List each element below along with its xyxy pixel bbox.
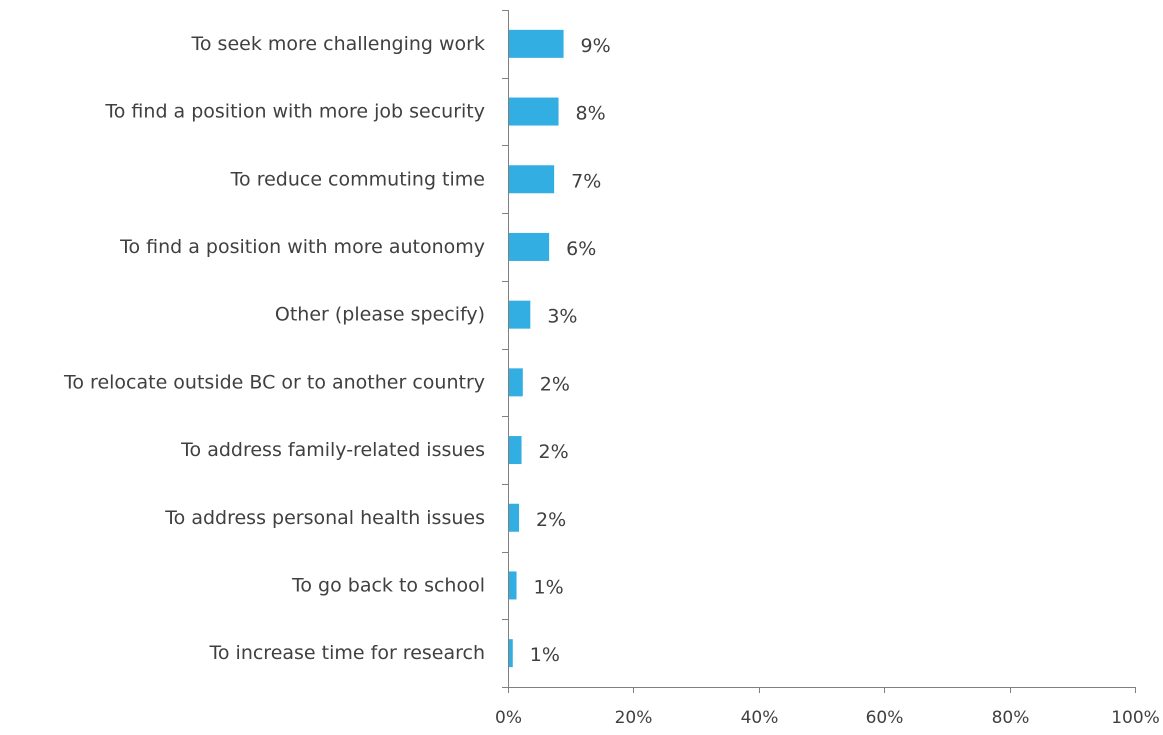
data-label: 1% — [530, 644, 560, 666]
x-tick-label: 80% — [992, 708, 1030, 728]
data-label: 2% — [539, 441, 569, 463]
bar — [509, 232, 550, 261]
data-label: 9% — [581, 35, 611, 57]
bar — [509, 165, 555, 194]
bar — [509, 368, 523, 397]
category-label: Other (please specify) — [275, 304, 485, 326]
x-tick-label: 20% — [615, 708, 653, 728]
bar — [509, 97, 559, 126]
x-tick-label: 60% — [866, 708, 904, 728]
bar — [509, 503, 520, 532]
x-tick-label: 0% — [495, 708, 522, 728]
labels-layer: To seek more challenging work 9% To find a… — [63, 33, 1160, 728]
bar — [509, 571, 517, 600]
category-label: To go back to school — [291, 574, 485, 596]
bar — [509, 300, 531, 329]
category-label: To address personal health issues — [164, 507, 485, 529]
category-label: To reduce commuting time — [230, 168, 485, 190]
data-label: 1% — [534, 576, 564, 598]
data-label: 2% — [536, 509, 566, 531]
category-label: To address family-related issues — [180, 439, 485, 461]
data-label: 2% — [540, 373, 570, 395]
x-tick-label: 40% — [741, 708, 779, 728]
data-label: 6% — [566, 238, 596, 260]
bar — [509, 436, 522, 465]
data-label: 8% — [576, 103, 606, 125]
bar — [509, 29, 564, 58]
category-label: To find a position with more autonomy — [119, 236, 485, 258]
bars-layer — [509, 29, 564, 668]
category-label: To seek more challenging work — [191, 33, 486, 55]
data-label: 3% — [547, 306, 577, 328]
data-label: 7% — [571, 170, 601, 192]
x-tick-label: 100% — [1111, 708, 1160, 728]
category-label: To find a position with more job securit… — [104, 101, 485, 123]
category-label: To increase time for research — [209, 642, 486, 664]
bar — [509, 639, 513, 668]
category-label: To relocate outside BC or to another cou… — [63, 371, 485, 393]
axis-layer — [502, 10, 1136, 693]
